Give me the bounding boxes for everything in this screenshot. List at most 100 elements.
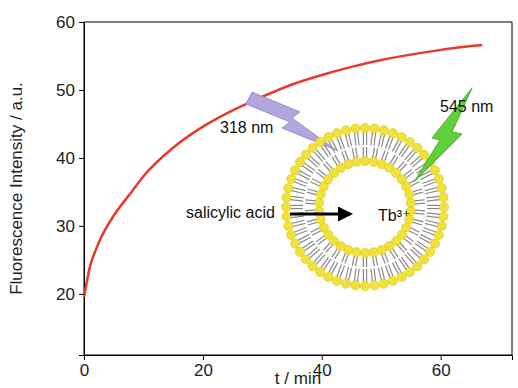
lipid-head xyxy=(282,193,291,202)
lipid xyxy=(307,215,326,225)
lipid-head xyxy=(316,137,325,146)
lipid-head xyxy=(324,132,333,141)
lipid-head xyxy=(420,150,429,159)
x-axis-title: t / min xyxy=(275,369,321,388)
x-tick: 0 xyxy=(80,355,89,380)
annotation: 318 nm xyxy=(220,119,273,136)
data-line xyxy=(84,45,482,297)
lipid xyxy=(369,148,378,167)
lipid xyxy=(370,124,379,146)
lipid-head xyxy=(397,132,406,141)
lipid-head xyxy=(301,150,310,159)
y-tick-label: 50 xyxy=(56,81,75,100)
lipid xyxy=(406,198,425,207)
lipid-head xyxy=(388,276,397,285)
x-tick-label: 60 xyxy=(432,361,451,380)
lipid-head xyxy=(434,174,443,183)
y-tick: 30 xyxy=(56,217,84,236)
lipid-head xyxy=(360,281,369,290)
y-axis-line xyxy=(79,23,85,356)
lipid xyxy=(426,212,448,221)
lipid xyxy=(360,123,369,145)
lipid xyxy=(377,245,388,263)
lipid-head xyxy=(437,183,446,192)
lipid xyxy=(284,220,305,230)
lipid-head xyxy=(370,281,379,290)
lipid-head xyxy=(405,267,414,276)
lipid xyxy=(308,252,325,270)
lipid xyxy=(385,242,398,259)
lipid xyxy=(281,202,303,211)
lipid-head xyxy=(332,129,341,138)
y-tick-mark xyxy=(79,294,84,295)
lipid-head xyxy=(388,129,397,138)
lipid-head xyxy=(360,156,369,165)
x-axis-line xyxy=(85,356,513,361)
lipid-head xyxy=(352,248,361,257)
lipid xyxy=(392,132,406,152)
lipid-head xyxy=(413,262,422,271)
x-tick: 60 xyxy=(432,355,451,380)
lipid-head xyxy=(332,276,341,285)
lipid xyxy=(419,234,439,248)
x-tick-label: 20 xyxy=(194,361,213,380)
lipid xyxy=(360,269,369,291)
lipid xyxy=(370,268,379,290)
y-tick-label: 60 xyxy=(56,13,75,32)
y-tick-mark xyxy=(79,90,84,91)
lipid-head xyxy=(295,247,304,256)
lipid-head xyxy=(308,143,317,152)
y-tick: 20 xyxy=(56,285,84,304)
lipid-head xyxy=(406,198,415,207)
y-tick-mark xyxy=(79,158,84,159)
lipid-head xyxy=(425,247,434,256)
chart: 02040602030405060t / minFluorescence Int… xyxy=(0,0,518,388)
y-tick-label: 30 xyxy=(56,217,75,236)
lipid-head xyxy=(315,198,324,207)
lipid xyxy=(287,174,308,186)
lipid xyxy=(422,227,443,239)
lipid-head xyxy=(430,239,439,248)
y-tick-label: 20 xyxy=(56,285,75,304)
x-tick-mark xyxy=(322,355,323,360)
lipid-head xyxy=(316,267,325,276)
lipid xyxy=(369,248,378,267)
lipid-head xyxy=(301,255,310,264)
lipid xyxy=(351,124,360,146)
lipid xyxy=(332,264,344,285)
lipid xyxy=(405,189,424,199)
annotation: salicylic acid xyxy=(186,204,275,221)
lipid xyxy=(410,247,428,264)
lipid-head xyxy=(284,183,293,192)
lipid-head xyxy=(379,279,388,288)
lipid xyxy=(352,248,361,267)
lipid-head xyxy=(287,174,296,183)
y-tick-mark xyxy=(79,22,84,23)
lipid-head xyxy=(344,160,353,169)
lipid-head xyxy=(360,123,369,132)
lipid xyxy=(415,241,434,257)
y-tick-mark xyxy=(79,226,84,227)
lipid-head xyxy=(284,221,293,230)
x-tick-mark xyxy=(441,355,442,360)
lipid-head xyxy=(360,248,369,257)
lipid-head xyxy=(341,126,350,135)
x-tick-mark xyxy=(203,355,204,360)
lipid-head xyxy=(290,166,299,175)
lipid-head xyxy=(316,215,325,224)
lipid-head xyxy=(352,157,361,166)
lipid xyxy=(360,248,369,267)
lipid xyxy=(402,179,420,191)
lipid-head xyxy=(420,255,429,264)
lipid-head xyxy=(430,166,439,175)
vesicle-illustration xyxy=(246,88,472,291)
lipid xyxy=(360,147,369,166)
lipid-head xyxy=(341,279,350,288)
lipid xyxy=(426,193,448,202)
lipid xyxy=(301,150,319,167)
y-tick-label: 40 xyxy=(56,149,75,168)
lipid-head xyxy=(351,281,360,290)
lipid xyxy=(351,268,360,290)
lipid xyxy=(385,129,397,150)
lipid xyxy=(378,267,388,288)
